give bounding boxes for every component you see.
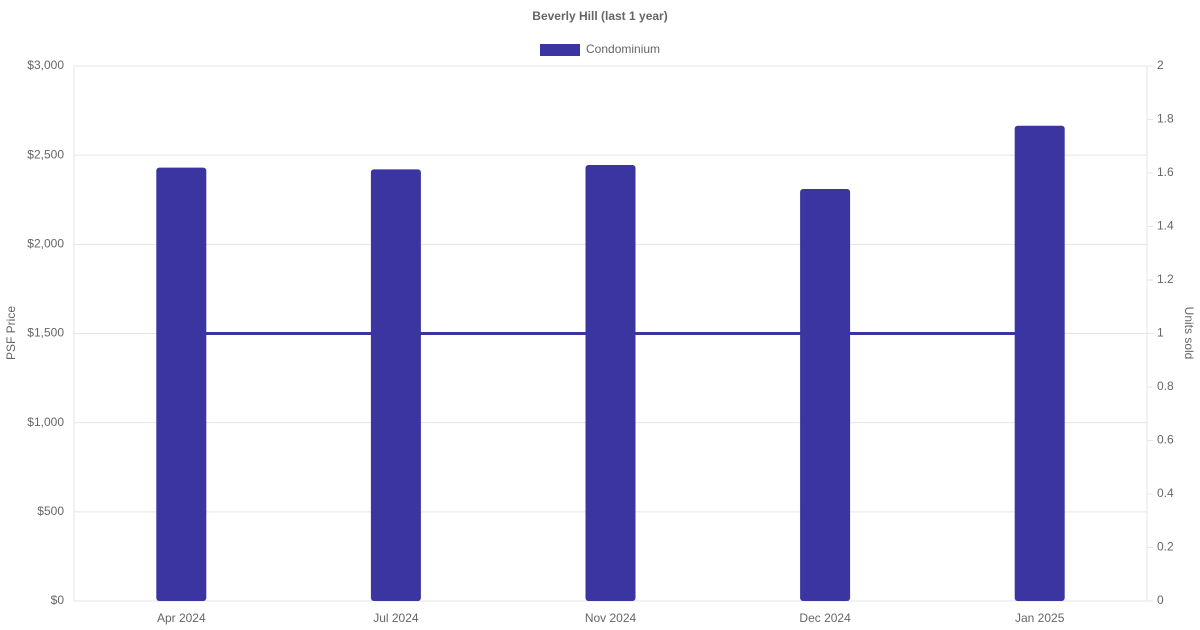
y2-tick-label: 0.4 — [1157, 486, 1174, 500]
x-tick-label: Dec 2024 — [799, 611, 851, 625]
y-tick-label: $1,500 — [27, 326, 64, 340]
y-tick-label: $2,500 — [27, 147, 64, 161]
x-tick-label: Nov 2024 — [585, 611, 637, 625]
y2-tick-label: 2 — [1157, 58, 1164, 72]
bar — [370, 169, 421, 601]
y2-tick-label: 1.4 — [1157, 219, 1174, 233]
y2-tick-label: 1.8 — [1157, 112, 1174, 126]
y-tick-label: $500 — [37, 504, 64, 518]
bar — [1014, 125, 1065, 601]
y2-tick-label: 0.8 — [1157, 379, 1174, 393]
bar — [585, 164, 636, 601]
y2-tick-label: 0.6 — [1157, 433, 1174, 447]
y-tick-label: $2,000 — [27, 237, 64, 251]
y2-tick-label: 0 — [1157, 593, 1164, 607]
chart-title: Beverly Hill (last 1 year) — [532, 9, 667, 23]
x-tick-label: Apr 2024 — [157, 611, 206, 625]
y-tick-label: $1,000 — [27, 415, 64, 429]
y2-tick-label: 1 — [1157, 326, 1164, 340]
legend-swatch — [540, 44, 580, 56]
y-tick-label: $0 — [51, 593, 65, 607]
x-tick-label: Jan 2025 — [1015, 611, 1065, 625]
y-tick-label: $3,000 — [27, 58, 64, 72]
bar — [800, 189, 851, 602]
x-tick-label: Jul 2024 — [373, 611, 419, 625]
legend-label: Condominium — [586, 42, 660, 56]
y2-tick-label: 1.2 — [1157, 272, 1174, 286]
y2-tick-label: 0.2 — [1157, 540, 1174, 554]
bar — [156, 167, 207, 601]
y-axis-title: PSF Price — [4, 306, 18, 360]
y2-axis-title: Units sold — [1182, 307, 1196, 360]
y2-tick-label: 1.6 — [1157, 165, 1174, 179]
